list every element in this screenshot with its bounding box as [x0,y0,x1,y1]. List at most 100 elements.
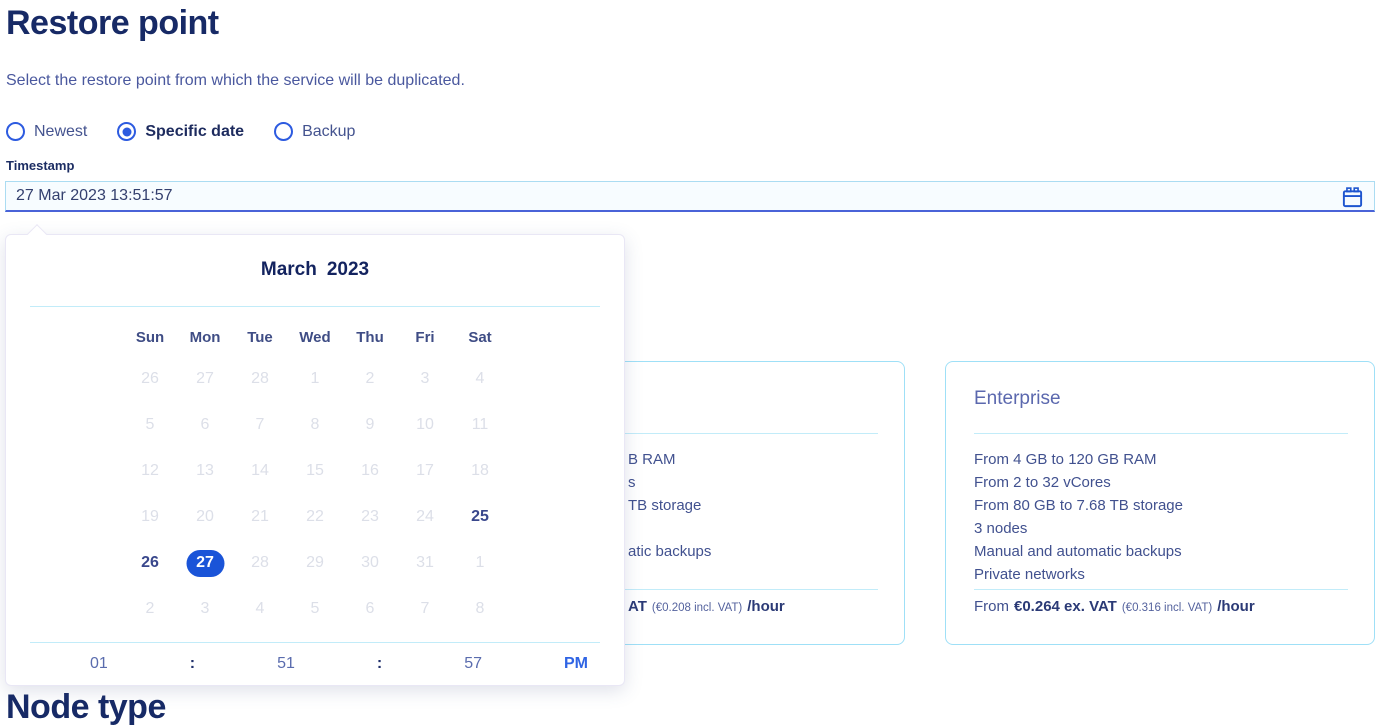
calendar-day: 12 [141,462,159,479]
price-per-hour: /hour [1217,598,1255,615]
radio-label: Backup [302,122,356,140]
day-of-week-label: Tue [247,329,273,346]
time-hour[interactable]: 01 [90,655,108,672]
calendar-day: 16 [361,462,379,479]
calendar-day: 10 [416,416,434,433]
card-divider [504,433,878,434]
calendar-day: 27 [196,370,214,387]
plan-feature: From 4 GB to 120 GB RAM [974,451,1157,468]
time-meridiem[interactable]: PM [563,655,588,672]
price-amount: €0.264 ex. VAT [1014,598,1117,615]
plan-feature-fragment: B RAM [628,451,676,468]
day-of-week-label: Wed [299,329,331,346]
plan-feature-fragments: B RAM s TB storage atic backups [628,448,884,586]
card-divider [504,589,878,590]
time-second[interactable]: 57 [464,655,482,672]
plan-feature: From 80 GB to 7.68 TB storage [974,497,1183,514]
calendar-day[interactable]: 27 [178,548,233,578]
plan-feature-fragment [628,563,884,586]
calendar-day: 4 [475,370,485,387]
card-divider [974,433,1348,434]
calendar-icon[interactable] [1341,186,1364,209]
calendar-day: 8 [310,416,320,433]
plan-card-enterprise[interactable]: Enterprise From 4 GB to 120 GB RAM From 2… [945,361,1375,645]
plan-feature-fragment: TB storage [628,497,702,514]
calendar-day: 1 [310,370,320,387]
popup-divider [30,306,600,307]
price-bold-fragment: AT [628,598,647,615]
time-minute[interactable]: 51 [277,655,295,672]
calendar-day: 13 [196,462,214,479]
plan-feature: From 2 to 32 vCores [974,474,1111,491]
calendar-grid: 26 27 28 1 2 3 4 5 6 7 8 9 10 11 12 13 14 15 16 17 18 19 20 21 2… [123,364,508,624]
plan-feature-fragment [628,517,884,540]
radio-circle-icon[interactable] [274,122,294,141]
plan-feature: Private networks [974,566,1085,583]
datepicker-popup: March 2023 Sun Mon Tue Wed Thu Fri Sat 26 27 28 1… [5,224,625,686]
price-incl-vat: (€0.316 incl. VAT) [1121,602,1213,614]
calendar-day: 5 [310,600,320,617]
plan-feature: Manual and automatic backups [974,543,1182,560]
calendar-day: 3 [420,370,430,387]
calendar-day: 5 [145,416,155,433]
day-of-week-label: Fri [415,329,435,346]
calendar-day: 11 [471,416,489,433]
calendar-day: 6 [365,600,375,617]
plan-name: Enterprise [974,388,1061,409]
price-prefix: From [974,598,1009,615]
plan-price-fragment: AT (€0.208 incl. VAT) /hour [628,598,785,615]
radio-circle-icon[interactable] [6,122,25,141]
plan-feature-fragment: atic backups [628,543,712,560]
calendar-day: 2 [365,370,375,387]
page-title: Restore point [6,4,219,42]
calendar-day: 15 [306,462,324,479]
day-of-week-label: Thu [356,329,384,346]
datepicker-year: 2023 [326,259,370,280]
datepicker-month: March [260,259,317,280]
day-of-week-headers: Sun Mon Tue Wed Thu Fri Sat [123,329,508,346]
day-of-week-label: Sun [135,329,165,346]
calendar-day: 6 [200,416,210,433]
price-per-hour: /hour [747,598,785,615]
calendar-day: 20 [196,508,214,525]
calendar-day: 19 [141,508,159,525]
calendar-day: 7 [255,416,265,433]
calendar-day: 17 [416,462,434,479]
popup-caret [27,224,47,244]
plan-features: From 4 GB to 120 GB RAM From 2 to 32 vCor… [974,448,1354,586]
calendar-day: 14 [251,462,269,479]
plan-price: From €0.264 ex. VAT (€0.316 incl. VAT) /hou… [974,598,1255,615]
calendar-day: 2 [145,600,155,617]
calendar-day: 8 [475,600,485,617]
calendar-day: 28 [251,370,269,387]
page-description: Select the restore point from which the … [6,72,465,89]
calendar-day: 31 [416,554,434,571]
restore-point-options: Newest Specific date Backup [6,122,355,141]
calendar-day: 9 [365,416,375,433]
timestamp-label: Timestamp [6,158,75,173]
calendar-day: 3 [200,600,210,617]
radio-label: Newest [34,122,88,140]
time-picker: 01 : 51 : 57 PM [6,655,624,673]
calendar-day: 1 [475,554,485,571]
day-of-week-label: Sat [468,329,492,346]
radio-option-backup[interactable]: Backup [274,122,355,141]
plan-feature: 3 nodes [974,520,1028,537]
calendar-day: 29 [306,554,324,571]
price-incl-vat: (€0.208 incl. VAT) [651,602,743,614]
calendar-day: 26 [141,370,159,387]
radio-circle-icon[interactable] [117,122,137,141]
popup-divider [30,642,600,643]
time-separator: : [376,655,383,672]
radio-option-specific-date[interactable]: Specific date [117,122,244,141]
calendar-day[interactable]: 25 [471,508,489,525]
card-divider [974,589,1348,590]
day-of-week-label: Mon [189,329,221,346]
radio-option-newest[interactable]: Newest [6,122,87,141]
calendar-day: 23 [361,508,379,525]
calendar-day[interactable]: 26 [141,554,159,571]
calendar-day: 21 [251,508,269,525]
calendar-day: 30 [361,554,379,571]
plan-feature-fragment: s [628,474,636,491]
timestamp-input[interactable]: 27 Mar 2023 13:51:57 [5,181,1375,212]
